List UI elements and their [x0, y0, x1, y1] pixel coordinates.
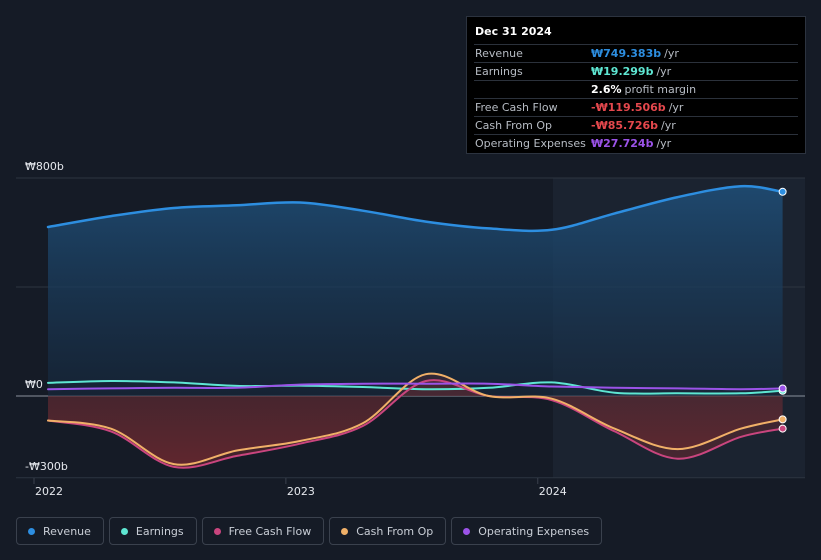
free-cash-flow-end-point	[778, 424, 787, 433]
legend-label: Revenue	[43, 524, 91, 538]
x-tick-label: 2023	[287, 485, 315, 498]
tooltip-rows: Revenue ₩749.383b/yr Earnings ₩19.299b/yr 2.…	[474, 44, 798, 152]
tooltip-row-value: 2.6% profit margin	[591, 83, 697, 96]
x-axis-labels: 2022 2023 2024	[33, 478, 567, 498]
tooltip-row: Earnings ₩19.299b/yr	[474, 62, 798, 80]
series-areas	[48, 186, 783, 468]
tooltip-row-label: Revenue	[475, 47, 523, 60]
y-tick-label: ₩0	[25, 378, 43, 391]
legend-item-earnings[interactable]: Earnings	[108, 517, 197, 545]
end-markers	[778, 187, 787, 433]
earnings-line	[47, 379, 784, 395]
legend-dot-icon	[213, 527, 221, 535]
revenue-area	[48, 186, 783, 396]
legend-item-free-cash-flow[interactable]: Free Cash Flow	[201, 517, 325, 545]
operating-expenses-end-point	[778, 384, 787, 393]
y-tick-label: ₩800b	[25, 160, 64, 173]
tooltip-row-label: Cash From Op	[475, 119, 553, 132]
free-cash-flow-line	[47, 379, 784, 469]
legend-dot-icon	[120, 527, 128, 535]
tooltip-row-label: Free Cash Flow	[475, 101, 558, 114]
legend-label: Operating Expenses	[478, 524, 590, 538]
tooltip-row: Operating Expenses ₩27.724b/yr	[474, 134, 798, 152]
legend-label: Earnings	[135, 524, 184, 538]
legend: Revenue Earnings Free Cash Flow Cash From O…	[16, 517, 603, 545]
legend-dot-icon	[28, 527, 35, 535]
legend-dot-icon	[463, 527, 471, 535]
cash-from-op-area	[48, 373, 783, 465]
revenue-end-point	[778, 187, 787, 196]
x-tick-label: 2022	[35, 485, 63, 498]
tooltip-date: Dec 31 2024	[475, 25, 552, 38]
tooltip-row-value: -₩119.506b/yr	[591, 101, 684, 114]
legend-item-cash-from-op[interactable]: Cash From Op	[329, 517, 447, 545]
y-axis-labels: ₩800b ₩0 -₩300b	[25, 160, 68, 473]
tooltip-row: Cash From Op -₩85.726b/yr	[474, 116, 798, 134]
tooltip-row-value: ₩27.724b/yr	[591, 137, 672, 150]
tooltip-row-value: -₩85.726b/yr	[591, 119, 676, 132]
series-lines	[46, 184, 784, 469]
legend-label: Free Cash Flow	[228, 524, 312, 538]
tooltip-row: Free Cash Flow -₩119.506b/yr	[474, 98, 798, 116]
tooltip-panel: Dec 31 2024 Revenue ₩749.383b/yr Earnings ₩…	[466, 16, 806, 154]
y-tick-label: -₩300b	[25, 460, 68, 473]
legend-label: Cash From Op	[356, 524, 434, 538]
operating-expenses-line	[47, 382, 784, 391]
x-tick-label: 2024	[539, 485, 567, 498]
tooltip-row-value: ₩749.383b/yr	[591, 47, 679, 60]
tooltip-row: 2.6% profit margin	[474, 80, 798, 98]
tooltip-row-label: Earnings	[475, 65, 523, 78]
cash-from-op-end-point	[778, 415, 787, 424]
revenue-line	[46, 184, 784, 233]
tooltip-row-label: Operating Expenses	[475, 137, 586, 150]
legend-item-operating-expenses[interactable]: Operating Expenses	[451, 517, 603, 545]
cash-from-op-line	[47, 372, 784, 466]
legend-item-revenue[interactable]: Revenue	[16, 517, 104, 545]
legend-dot-icon	[341, 527, 349, 535]
tooltip-row-value: ₩19.299b/yr	[591, 65, 672, 78]
tooltip-row: Revenue ₩749.383b/yr	[474, 44, 798, 62]
